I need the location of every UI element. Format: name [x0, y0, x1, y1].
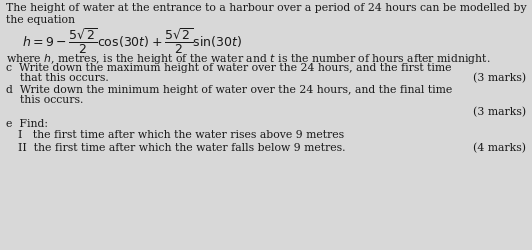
- Text: $h = 9 - \dfrac{5\sqrt{2}}{2}\cos(30t) + \dfrac{5\sqrt{2}}{2}\sin(30t)$: $h = 9 - \dfrac{5\sqrt{2}}{2}\cos(30t) +…: [22, 26, 242, 56]
- Text: c  Write down the maximum height of water over the 24 hours, and the first time: c Write down the maximum height of water…: [6, 63, 452, 73]
- Text: (3 marks): (3 marks): [473, 107, 526, 117]
- Text: (4 marks): (4 marks): [473, 143, 526, 153]
- Text: that this occurs.: that this occurs.: [6, 73, 109, 83]
- Text: e  Find:: e Find:: [6, 119, 48, 129]
- Text: The height of water at the entrance to a harbour over a period of 24 hours can b: The height of water at the entrance to a…: [6, 3, 527, 13]
- Text: where $h$, metres, is the height of the water and $t$ is the number of hours aft: where $h$, metres, is the height of the …: [6, 52, 491, 66]
- Text: this occurs.: this occurs.: [6, 95, 84, 105]
- Text: I   the first time after which the water rises above 9 metres: I the first time after which the water r…: [18, 130, 344, 140]
- Text: the equation: the equation: [6, 15, 75, 25]
- Text: d  Write down the minimum height of water over the 24 hours, and the final time: d Write down the minimum height of water…: [6, 85, 452, 95]
- Text: II  the first time after which the water falls below 9 metres.: II the first time after which the water …: [18, 143, 345, 153]
- Text: (3 marks): (3 marks): [473, 73, 526, 83]
